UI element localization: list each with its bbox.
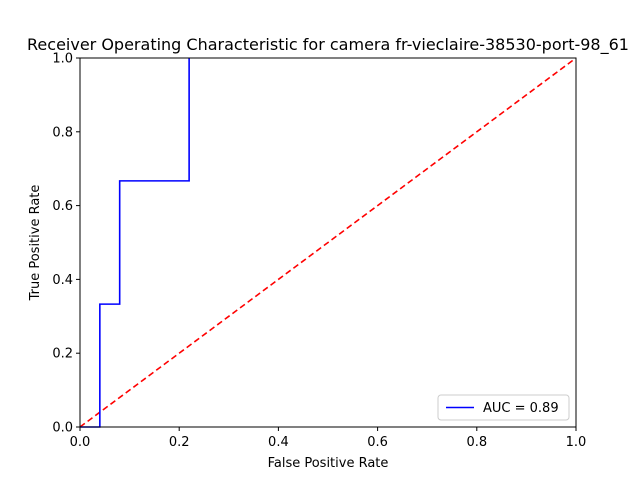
legend: AUC = 0.89	[437, 394, 570, 421]
y-tick-label: 0.0	[52, 421, 73, 436]
y-axis-ticks: 0.0 0.2 0.4 0.6 0.8 1.0	[52, 52, 80, 436]
y-tick-label: 0.4	[52, 273, 73, 288]
x-tick-label: 0.8	[466, 435, 487, 450]
x-tick-label: 0.4	[268, 435, 289, 450]
x-tick-label: 1.0	[566, 435, 587, 450]
chart-title: Receiver Operating Characteristic for ca…	[27, 35, 629, 55]
x-tick-label: 0.0	[70, 435, 91, 450]
y-tick-label: 1.0	[52, 52, 73, 67]
x-axis-label: False Positive Rate	[268, 456, 389, 471]
series-layer	[79, 57, 577, 428]
y-tick-label: 0.6	[52, 199, 73, 214]
y-axis-label: True Positive Rate	[28, 185, 43, 302]
legend-label-roc: AUC = 0.89	[483, 401, 559, 416]
x-axis-ticks: 0.0 0.2 0.4 0.6 0.8 1.0	[70, 427, 587, 450]
chance-diagonal-line	[79, 57, 577, 428]
x-tick-label: 0.2	[169, 435, 190, 450]
y-tick-label: 0.2	[52, 347, 73, 362]
x-tick-label: 0.6	[367, 435, 388, 450]
legend-box	[437, 394, 570, 421]
y-tick-label: 0.8	[52, 125, 73, 140]
roc-curve-line	[80, 58, 190, 428]
plot-frame	[79, 57, 577, 428]
